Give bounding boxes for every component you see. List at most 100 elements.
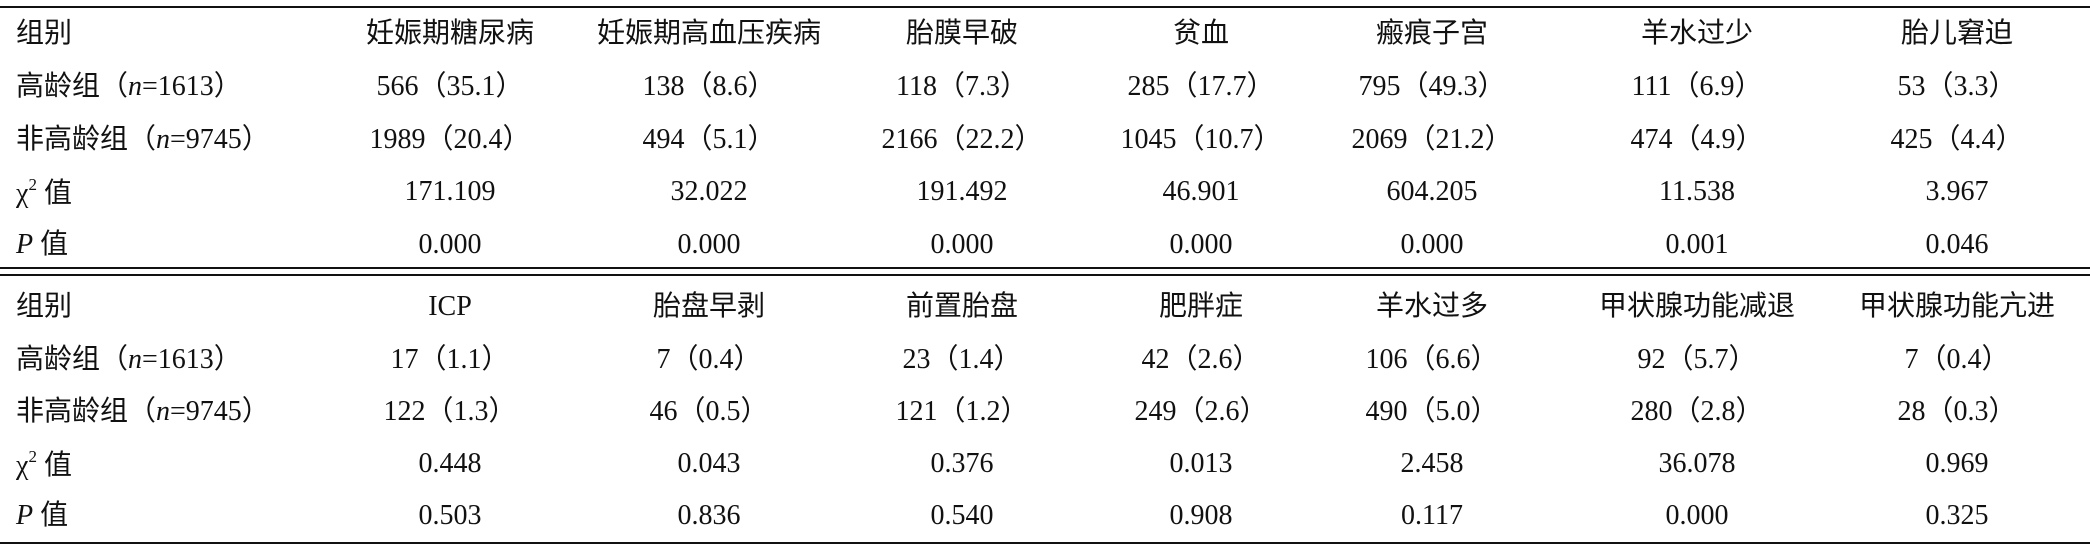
cell-text: 0.836 <box>677 500 741 531</box>
data-cell: 122（1.3） <box>383 398 516 426</box>
header-cell: 瘢痕子宫 <box>1376 20 1488 48</box>
cell-text: 490（5.0） <box>1365 396 1499 427</box>
header-text: 甲状腺功能亢进 <box>1858 291 2056 322</box>
data-cell: 46（0.5） <box>649 398 768 426</box>
data-cell: 0.908 <box>1170 502 1233 530</box>
header-cell: 贫血 <box>1173 20 1229 48</box>
label-part: 非高龄组（ <box>16 124 157 155</box>
data-cell: 494（5.1） <box>642 126 775 154</box>
label-part: 2 <box>28 175 37 194</box>
data-cell: 566（35.1） <box>376 73 523 101</box>
header-cell: ICP <box>428 293 472 321</box>
cell-text: 42（2.6） <box>1141 344 1261 375</box>
data-cell: 111（6.9） <box>1632 73 1763 101</box>
data-cell: 138（8.6） <box>642 73 775 101</box>
data-cell: 795（49.3） <box>1358 73 1505 101</box>
cell-text: 1989（20.4） <box>369 124 531 155</box>
cell-text: 122（1.3） <box>383 396 517 427</box>
data-cell: 2.458 <box>1401 450 1464 478</box>
data-cell: 0.117 <box>1401 502 1463 530</box>
header-text: 瘢痕子宫 <box>1375 18 1489 49</box>
data-cell: 0.001 <box>1666 231 1729 259</box>
data-cell: 7（0.4） <box>656 346 761 374</box>
cell-text: 0.046 <box>1925 229 1989 260</box>
label-part: 值 <box>33 229 69 260</box>
label-part: χ <box>16 450 29 481</box>
label-part: 高龄组（ <box>16 71 129 102</box>
cell-text: 566（35.1） <box>376 71 524 102</box>
data-cell: 285（17.7） <box>1127 73 1274 101</box>
cell-text: 111（6.9） <box>1631 71 1763 102</box>
label-part: =9745） <box>170 124 270 155</box>
data-cell: 17（1.1） <box>390 346 509 374</box>
label-part: n <box>156 396 171 427</box>
data-cell: 0.969 <box>1926 450 1989 478</box>
data-cell: 280（2.8） <box>1630 398 1763 426</box>
data-cell: 425（4.4） <box>1890 126 2023 154</box>
data-cell: 490（5.0） <box>1365 398 1498 426</box>
header-text: 甲状腺功能减退 <box>1598 291 1796 322</box>
cell-text: 36.078 <box>1658 448 1736 479</box>
divider-rule <box>0 274 2090 276</box>
cell-text: 0.000 <box>1665 500 1729 531</box>
header-cell: 甲状腺功能亢进 <box>1859 293 2055 321</box>
cell-text: 121（1.2） <box>895 396 1029 427</box>
cell-text: 2069（21.2） <box>1351 124 1513 155</box>
header-cell: 组别 <box>16 20 72 48</box>
data-cell: 0.000 <box>1401 231 1464 259</box>
data-cell: 0.000 <box>678 231 741 259</box>
row-label: P 值 <box>16 502 68 530</box>
cell-text: 17（1.1） <box>390 344 510 375</box>
cell-text: 795（49.3） <box>1358 71 1506 102</box>
row-label: 非高龄组（n=9745） <box>16 398 270 426</box>
row-label: 高龄组（n=1613） <box>16 346 242 374</box>
bottom-rule <box>0 542 2090 544</box>
data-cell: 32.022 <box>671 178 748 206</box>
header-text: 胎盘早剥 <box>652 291 766 322</box>
cell-text: 32.022 <box>670 176 748 207</box>
data-cell: 0.448 <box>419 450 482 478</box>
data-cell: 42（2.6） <box>1141 346 1260 374</box>
label-part: 值 <box>36 450 72 481</box>
data-cell: 249（2.6） <box>1134 398 1267 426</box>
data-cell: 1045（10.7） <box>1120 126 1281 154</box>
data-cell: 7（0.4） <box>1904 346 2009 374</box>
cell-text: 0.325 <box>1925 500 1989 531</box>
cell-text: 46.901 <box>1162 176 1240 207</box>
data-cell: 0.000 <box>1666 502 1729 530</box>
cell-text: 494（5.1） <box>642 124 776 155</box>
data-cell: 0.540 <box>931 502 994 530</box>
cell-text: 2.458 <box>1400 448 1464 479</box>
label-part: =1613） <box>142 344 242 375</box>
data-cell: 0.325 <box>1926 502 1989 530</box>
header-cell: 前置胎盘 <box>906 293 1018 321</box>
cell-text: 0.503 <box>418 500 482 531</box>
data-cell: 0.000 <box>419 231 482 259</box>
data-cell: 121（1.2） <box>895 398 1028 426</box>
row-label: χ2 值 <box>16 448 72 480</box>
cell-text: 0.000 <box>930 229 994 260</box>
header-cell: 羊水过多 <box>1376 293 1488 321</box>
cell-text: 249（2.6） <box>1134 396 1268 427</box>
cell-text: 1045（10.7） <box>1120 124 1282 155</box>
cell-text: 0.001 <box>1665 229 1729 260</box>
header-cell: 胎儿窘迫 <box>1901 20 2013 48</box>
row-label: 非高龄组（n=9745） <box>16 126 270 154</box>
data-cell: 2166（22.2） <box>881 126 1042 154</box>
header-cell: 妊娠期糖尿病 <box>366 20 534 48</box>
data-cell: 0.376 <box>931 450 994 478</box>
label-part: n <box>156 124 171 155</box>
data-cell: 118（7.3） <box>896 73 1028 101</box>
data-cell: 191.492 <box>917 178 1008 206</box>
data-cell: 474（4.9） <box>1630 126 1763 154</box>
data-cell: 0.046 <box>1926 231 1989 259</box>
cell-text: 0.000 <box>1169 229 1233 260</box>
cell-text: 0.969 <box>1925 448 1989 479</box>
data-cell: 171.109 <box>405 178 496 206</box>
label-part: 高龄组（ <box>16 344 129 375</box>
cell-text: 171.109 <box>404 176 496 207</box>
cell-text: 53（3.3） <box>1897 71 2017 102</box>
header-cell: 胎膜早破 <box>906 20 1018 48</box>
row-label: P 值 <box>16 231 68 259</box>
cell-text: 0.448 <box>418 448 482 479</box>
